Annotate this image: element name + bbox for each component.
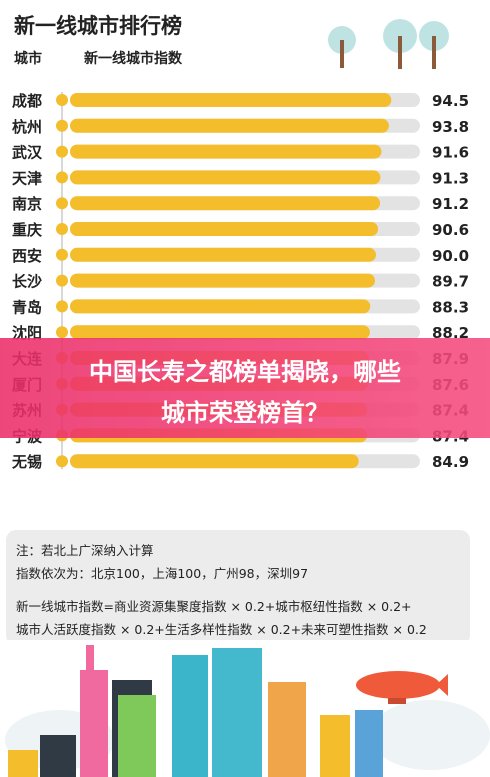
category-dot xyxy=(56,119,68,132)
bar xyxy=(70,325,370,340)
category-dot xyxy=(56,248,68,261)
category-dot xyxy=(56,145,68,158)
value-label: 84.9 xyxy=(432,453,469,471)
value-label: 90.0 xyxy=(432,247,469,265)
category-dot xyxy=(56,326,68,339)
headline-line-2: 城市荣登榜首？ xyxy=(161,399,329,427)
category-label: 重庆 xyxy=(12,221,42,239)
building-dark xyxy=(40,735,76,777)
note-line-4: 城市人活跃度指数 × 0.2+生活多样性指数 × 0.2+未来可塑性指数 × 0… xyxy=(16,622,427,637)
bar xyxy=(70,93,392,107)
value-label: 93.8 xyxy=(432,118,469,136)
bar xyxy=(70,222,379,236)
tree-icon xyxy=(328,26,356,68)
bar xyxy=(70,273,375,288)
category-dot xyxy=(56,223,68,235)
bar xyxy=(70,170,381,185)
bar xyxy=(70,118,389,133)
building-yellow-left xyxy=(8,750,38,777)
value-label: 88.3 xyxy=(432,298,469,316)
building-teal xyxy=(172,655,208,777)
value-label: 90.6 xyxy=(432,221,469,239)
bar xyxy=(70,247,376,262)
value-label: 91.6 xyxy=(432,144,469,162)
chart-title: 新一线城市排行榜 xyxy=(14,14,182,38)
city-skyline-illustration xyxy=(0,640,490,777)
tree-icon xyxy=(419,21,449,69)
value-label: 91.2 xyxy=(432,195,469,213)
value-label: 88.2 xyxy=(432,324,469,342)
category-label: 武汉 xyxy=(12,144,43,162)
note-line-3: 新一线城市指数=商业资源集聚度指数 × 0.2+城市枢纽性指数 × 0.2+ xyxy=(16,599,412,614)
category-dot xyxy=(56,171,68,184)
category-dot xyxy=(56,300,68,313)
notes-box: 注：若北上广深纳入计算 指数依次为：北京100，上海100，广州98，深圳97 … xyxy=(6,530,470,645)
bar xyxy=(70,144,382,159)
category-label: 南京 xyxy=(12,195,42,213)
category-label: 沈阳 xyxy=(12,324,42,342)
building-yellow xyxy=(320,715,350,777)
city-column-header: 城市 xyxy=(14,51,42,67)
category-dot xyxy=(56,197,68,210)
tree-icon xyxy=(383,19,417,69)
index-column-header: 新一线城市指数 xyxy=(84,51,182,67)
bar xyxy=(70,196,381,211)
category-label: 西安 xyxy=(12,247,42,265)
value-label: 89.7 xyxy=(432,273,469,291)
building-tall-teal xyxy=(212,648,262,777)
value-label: 91.3 xyxy=(432,169,469,187)
category-dot xyxy=(56,274,68,287)
bar-chart: 成都 94.5 杭州 93.8 武汉 91.6 天津 91.3 南京 91.2 重庆 90.6 西安 90… xyxy=(11,92,469,471)
note-line-1: 注：若北上广深纳入计算 xyxy=(16,543,154,558)
category-label: 成都 xyxy=(12,92,42,110)
building-pink-tower xyxy=(80,645,108,777)
category-label: 杭州 xyxy=(12,118,42,136)
category-label: 无锡 xyxy=(11,453,42,471)
tree-icons xyxy=(328,19,449,69)
category-dot xyxy=(56,455,68,468)
value-label: 94.5 xyxy=(432,92,469,110)
headline-banner: 中国长寿之都榜单揭晓，哪些 城市荣登榜首？ xyxy=(0,338,490,438)
building-green xyxy=(118,695,156,777)
category-label: 天津 xyxy=(12,169,42,187)
category-label: 青岛 xyxy=(12,298,42,316)
bar xyxy=(70,454,359,469)
note-line-2: 指数依次为：北京100，上海100，广州98，深圳97 xyxy=(16,566,309,581)
building-blue xyxy=(355,710,383,777)
category-label: 长沙 xyxy=(12,273,42,291)
category-dot xyxy=(56,94,68,106)
headline-line-1: 中国长寿之都榜单揭晓，哪些 xyxy=(89,358,401,386)
building-orange xyxy=(268,682,306,777)
bar xyxy=(70,299,371,314)
blimp-icon xyxy=(356,671,448,704)
